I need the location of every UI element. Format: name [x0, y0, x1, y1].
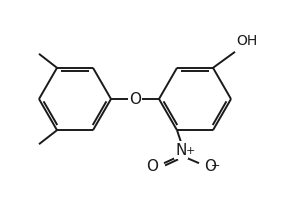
Text: +: +	[186, 146, 195, 156]
Text: O: O	[146, 159, 158, 174]
Text: −: −	[211, 161, 221, 171]
Text: N: N	[175, 143, 187, 158]
Text: OH: OH	[236, 34, 257, 48]
Text: O: O	[204, 159, 216, 174]
Text: O: O	[129, 91, 141, 107]
